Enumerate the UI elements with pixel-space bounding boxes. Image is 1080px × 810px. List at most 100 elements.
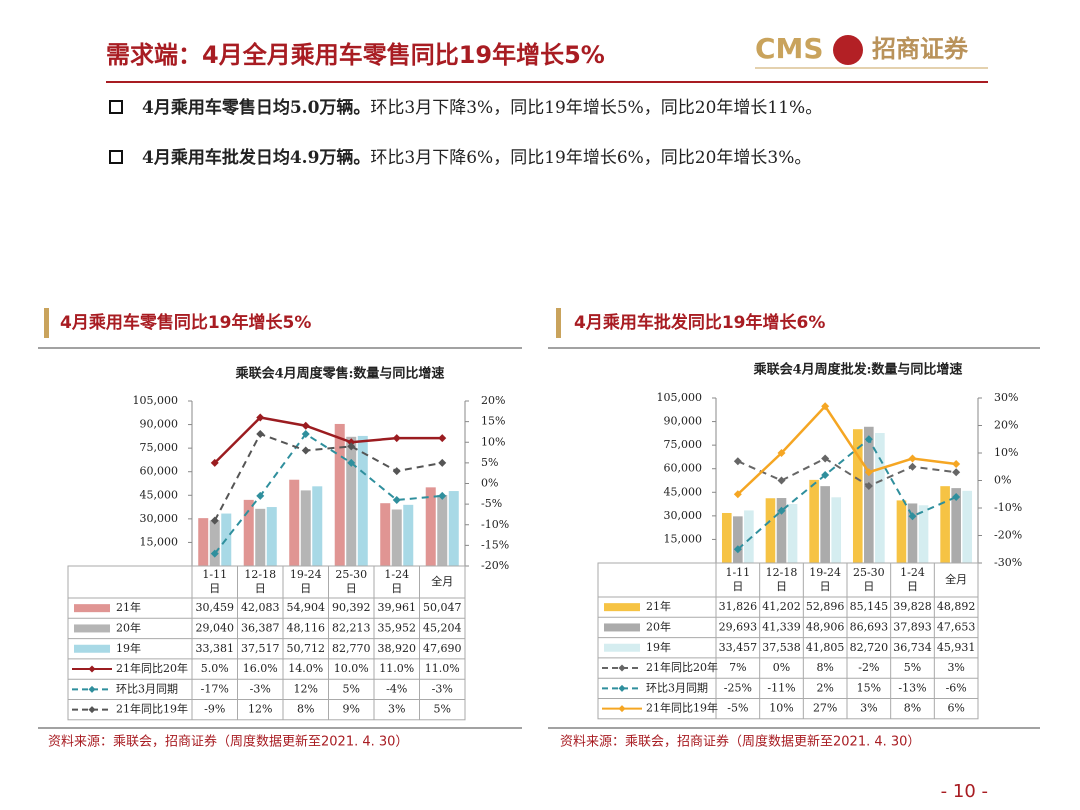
bar [357, 435, 368, 566]
table-cell: 5% [904, 661, 921, 674]
table-cell: 33,457 [719, 641, 758, 654]
y2-tick-label: 10% [994, 446, 1018, 459]
y2-tick-label: 20% [481, 394, 505, 407]
line-marker [864, 435, 873, 444]
slide-title: 需求端：4月全月乘用车零售同比19年增长5% [106, 41, 605, 69]
legend-label: 21年 [116, 600, 141, 614]
x-tick-label: 1-11 日 [202, 568, 227, 595]
y-tick-label: 30,000 [140, 512, 179, 525]
line-marker [256, 413, 265, 422]
bullet-text: 环比3月下降6%，同比19年增长6%，同比20年增长3%。 [370, 148, 811, 168]
logo-cms: CMS [755, 32, 824, 65]
bullet-lead: 4月乘用车批发日均4.9万辆。 [142, 147, 370, 168]
line-marker [301, 421, 310, 430]
legend-marker [618, 684, 626, 692]
bar [198, 518, 209, 566]
table-cell: -3% [432, 682, 453, 695]
bullet-box [109, 150, 123, 164]
line-series [737, 437, 957, 551]
source-note: 资料来源：乘联会，招商证券（周度数据更新至2021. 4. 30） [48, 734, 408, 750]
y-tick-label: 90,000 [664, 415, 703, 428]
table-cell: 0% [773, 661, 790, 674]
table-cell: 37,893 [893, 620, 932, 633]
bar [852, 429, 863, 563]
table-cell: 10% [769, 702, 793, 715]
line-marker [777, 476, 786, 485]
bar [312, 486, 323, 566]
x-tick-label: 19-24 日 [809, 566, 841, 593]
line-marker [733, 490, 742, 499]
line-marker [438, 491, 447, 500]
y-tick-label: 15,000 [664, 532, 703, 545]
panel-accent [556, 308, 561, 338]
line-marker [952, 493, 961, 501]
line-series [213, 416, 443, 464]
line-marker [256, 430, 265, 438]
legend-label: 环比3月同期 [646, 681, 708, 694]
bullet: 4月乘用车批发日均4.9万辆。环比3月下降6%，同比19年增长6%，同比20年增… [142, 147, 811, 168]
line-marker [301, 430, 310, 438]
y2-tick-label: 15% [481, 415, 505, 428]
line-marker [392, 434, 401, 443]
legend-marker [88, 665, 96, 673]
bar [425, 487, 436, 566]
x-tick-label-part: 25-30 [335, 568, 367, 581]
line-marker [301, 446, 310, 455]
line-marker [908, 512, 917, 521]
legend-label: 19年 [646, 640, 671, 654]
table-cell: -3% [250, 682, 271, 695]
table-cell: 45,204 [423, 621, 462, 634]
bar [437, 494, 448, 566]
y2-tick-label: -10% [994, 501, 1022, 514]
y2-tick-label: -30% [994, 556, 1022, 569]
y2-tick-label: -15% [481, 538, 509, 551]
line-marker [908, 462, 917, 471]
y2-tick-label: 0% [481, 477, 498, 490]
x-tick-label: 1-24 日 [384, 568, 409, 595]
bar [403, 504, 414, 566]
table-cell: -9% [204, 703, 225, 716]
table-cell: 85,145 [850, 600, 889, 613]
table-cell: 8% [816, 661, 833, 674]
line-marker [438, 458, 447, 467]
bar [776, 498, 787, 563]
legend-swatch [74, 644, 110, 653]
x-tick-label-part: 1-24 [384, 568, 409, 581]
table-cell: 5.0% [201, 662, 229, 675]
table-cell: 37,538 [762, 641, 801, 654]
bar [962, 490, 973, 563]
x-tick-label-part: 日 [820, 580, 831, 593]
table-cell: 41,339 [762, 620, 801, 633]
table-cell: 7% [729, 661, 746, 674]
y-tick-label: 60,000 [664, 462, 703, 475]
y-tick-label: 45,000 [140, 488, 179, 501]
table-cell: 36,734 [893, 641, 932, 654]
table-cell: 30,459 [196, 601, 235, 614]
table-cell: 5% [434, 703, 451, 716]
bullet-lead: 4月乘用车零售日均5.0万辆。 [142, 97, 370, 118]
line-series [213, 432, 443, 555]
line-marker [864, 468, 873, 477]
table-cell: 47,653 [937, 620, 976, 633]
line-marker [210, 516, 219, 525]
bar [255, 508, 266, 566]
x-tick-label-part: 12-18 [244, 568, 276, 581]
table-cell: -2% [858, 661, 879, 674]
source-note: 资料来源：乘联会，招商证券（周度数据更新至2021. 4. 30） [560, 734, 920, 750]
table-cell: 10.0% [334, 662, 369, 675]
bar [918, 505, 929, 563]
table-cell: -11% [767, 681, 795, 694]
x-tick-label-part: 日 [346, 582, 357, 595]
x-tick-label-part: 19-24 [290, 568, 322, 581]
x-tick-label-part: 日 [863, 580, 874, 593]
bar [300, 490, 311, 566]
bar [864, 426, 874, 563]
x-tick-label-part: 日 [391, 582, 402, 595]
table-cell: 48,906 [806, 620, 845, 633]
table-cell: 50,712 [287, 642, 326, 655]
table-cell: -4% [386, 682, 407, 695]
legend-marker [618, 705, 626, 713]
table-cell: 82,720 [850, 641, 889, 654]
bar [831, 497, 842, 563]
bar [940, 486, 950, 563]
